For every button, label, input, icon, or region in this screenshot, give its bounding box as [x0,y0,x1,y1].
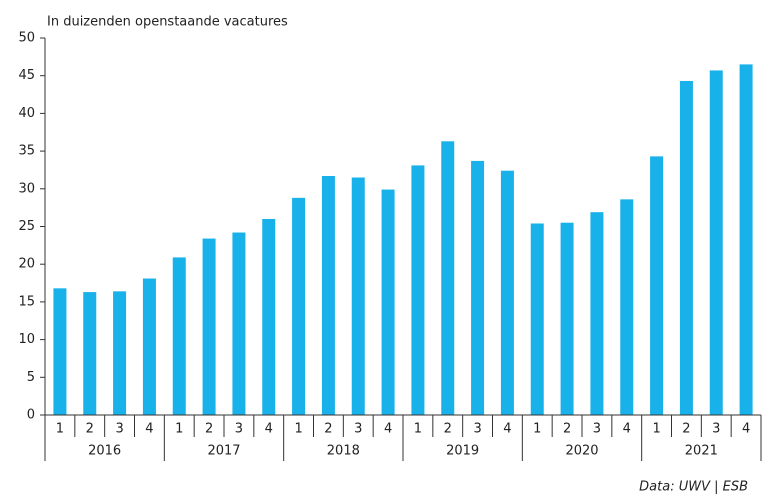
y-tick-label: 15 [18,294,35,309]
x-tick-label: 2 [563,422,571,437]
bar [471,160,485,415]
x-tick-label: 2 [205,422,213,437]
bar [560,222,574,415]
bar [411,165,425,415]
bar [202,238,216,415]
bar [650,156,664,416]
bar [530,223,544,415]
x-tick-label: 4 [623,422,631,437]
x-tick-label: 4 [145,422,153,437]
x-tick-label: 1 [294,422,302,437]
bar [142,278,156,415]
year-label: 2016 [88,444,121,459]
year-label: 2017 [207,444,240,459]
chart-subtitle: In duizenden openstaande vacatures [47,15,288,30]
bar [321,175,335,415]
x-tick-label: 4 [742,422,750,437]
y-tick-label: 50 [18,31,35,46]
x-tick-label: 2 [682,422,690,437]
x-tick-label: 1 [414,422,422,437]
y-tick-label: 40 [18,106,35,121]
bar [679,80,693,415]
bar [441,141,455,415]
bar [262,218,276,415]
bar [351,177,365,415]
y-tick-label: 20 [18,257,35,272]
y-tick-label: 45 [18,68,35,83]
x-tick-label: 4 [503,422,511,437]
x-tick-label: 1 [175,422,183,437]
x-tick-label: 4 [384,422,392,437]
x-tick-label: 3 [235,422,243,437]
x-tick-label: 4 [265,422,273,437]
x-tick-label: 3 [473,422,481,437]
bar [172,257,186,415]
bar [83,292,97,415]
bar [113,291,127,415]
bar [620,199,634,415]
year-label: 2020 [565,444,598,459]
bar [381,189,395,415]
bar [590,212,604,415]
x-tick-label: 3 [712,422,720,437]
year-label: 2021 [685,444,718,459]
bar [739,64,753,415]
source-note: Data: UWV | ESB [639,480,748,495]
bar [500,170,514,415]
x-tick-label: 3 [115,422,123,437]
year-label: 2019 [446,444,479,459]
x-tick-label: 2 [324,422,332,437]
x-tick-label: 1 [56,422,64,437]
y-tick-label: 5 [27,370,35,385]
y-tick-label: 35 [18,144,35,159]
bar [53,288,67,415]
bar [232,232,246,415]
x-tick-label: 1 [533,422,541,437]
x-tick-label: 2 [444,422,452,437]
bar [292,197,306,415]
y-tick-label: 10 [18,332,35,347]
year-label: 2018 [327,444,360,459]
x-tick-label: 2 [86,422,94,437]
y-tick-label: 30 [18,181,35,196]
bar [709,70,723,415]
x-tick-label: 1 [652,422,660,437]
x-tick-label: 3 [354,422,362,437]
y-tick-label: 25 [18,219,35,234]
y-tick-label: 0 [27,408,35,423]
x-tick-label: 3 [593,422,601,437]
